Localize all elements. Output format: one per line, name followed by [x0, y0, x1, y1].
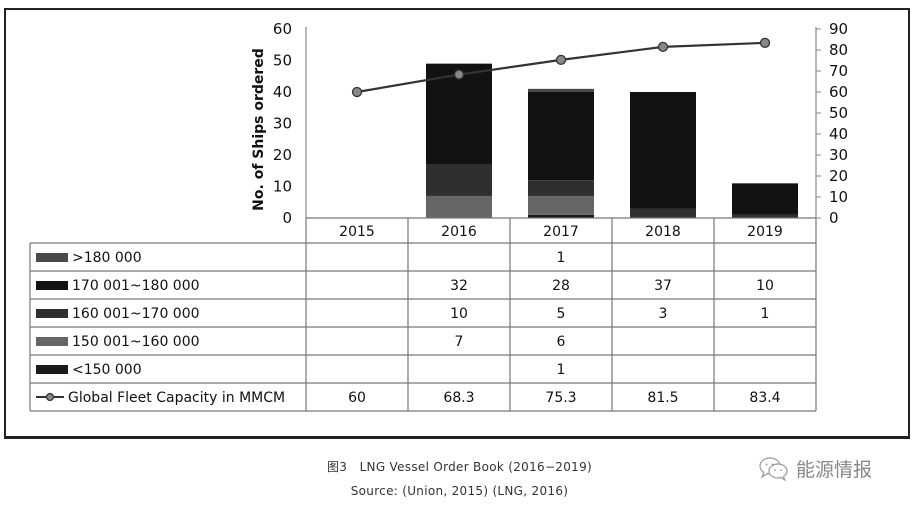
- x-tick-label: 2016: [441, 224, 477, 240]
- table-cell: 83.4: [749, 390, 780, 406]
- bar-segment: [528, 92, 594, 181]
- bar-segment: [426, 195, 492, 218]
- y-tick-label: 20: [273, 146, 292, 164]
- y2-tick-label: 10: [829, 188, 848, 206]
- table-cell: 37: [654, 278, 672, 294]
- line-marker: [759, 37, 771, 49]
- table-cell: 3: [659, 306, 668, 322]
- table-cell: 6: [557, 334, 566, 350]
- legend-swatch: [36, 281, 68, 290]
- legend-label: >180 000: [72, 250, 142, 266]
- figure-caption: 图3 LNG Vessel Order Book (2016−2019): [0, 458, 919, 475]
- x-tick-label: 2018: [645, 224, 681, 240]
- y2-tick-label: 90: [829, 20, 848, 38]
- legend-swatch: [36, 253, 68, 262]
- line-marker: [657, 41, 669, 52]
- y2-tick-label: 20: [829, 167, 848, 185]
- y-tick-label: 10: [273, 178, 292, 196]
- y2-tick-label: 40: [829, 125, 848, 143]
- y2-tick-label: 30: [829, 146, 848, 164]
- y-tick-label: 30: [273, 115, 292, 133]
- figure-title: LNG Vessel Order Book (2016−2019): [359, 460, 593, 474]
- bar-segment: [630, 208, 696, 218]
- y2-tick-label: 80: [829, 41, 848, 59]
- table-cell: 10: [756, 278, 774, 294]
- wechat-icon: [758, 456, 790, 482]
- legend-label: 160 001~170 000: [72, 306, 200, 322]
- y2-tick-label: 50: [829, 104, 848, 122]
- y-tick-label: 60: [273, 20, 292, 38]
- bar-segment: [426, 63, 492, 165]
- table-cell: 1: [557, 250, 566, 266]
- y2-tick-label: 0: [829, 209, 839, 227]
- table-cell: 7: [455, 334, 464, 350]
- bar-segment: [528, 180, 594, 196]
- watermark: 能源情报: [758, 455, 872, 482]
- x-tick-label: 2015: [339, 224, 375, 240]
- table-cell: 28: [552, 278, 570, 294]
- legend-swatch: [36, 309, 68, 318]
- legend-label: 170 001~180 000: [72, 278, 200, 294]
- legend-swatch: [36, 337, 68, 346]
- y-axis-title: No. of Ships ordered: [251, 48, 267, 211]
- watermark-text: 能源情报: [796, 459, 873, 481]
- y-tick-label: 0: [282, 209, 292, 227]
- table-cell: 1: [557, 362, 566, 378]
- table-cell: 10: [450, 306, 468, 322]
- bar-segment: [732, 214, 798, 218]
- table-cell: 32: [450, 278, 468, 294]
- figure-label: 图3: [326, 460, 348, 474]
- bar-segment: [426, 164, 492, 196]
- bar-segment: [528, 195, 594, 215]
- legend-swatch: [36, 365, 68, 374]
- y2-tick-label: 60: [829, 83, 848, 101]
- table-cell: 5: [557, 306, 566, 322]
- bar-segment: [528, 88, 594, 92]
- legend-label: Global Fleet Capacity in MMCM: [68, 390, 285, 406]
- x-tick-label: 2017: [543, 224, 579, 240]
- y2-tick-label: 70: [829, 62, 848, 80]
- table-cell: 68.3: [443, 390, 474, 406]
- chart: 0 10 20 30 40 50 60 No. of Ships ordered 0 10 20 30…: [29, 20, 848, 412]
- legend-label: <150 000: [72, 362, 142, 378]
- table-cell: 75.3: [545, 390, 576, 406]
- legend-marker-swatch: [45, 392, 55, 402]
- line-marker: [453, 69, 465, 80]
- legend-label: 150 001~160 000: [72, 334, 200, 350]
- x-tick-label: 2019: [747, 224, 783, 240]
- bar-segment: [528, 214, 594, 218]
- figure-source: Source: (Union, 2015) (LNG, 2016): [350, 484, 569, 498]
- table-cell: 81.5: [647, 390, 678, 406]
- bar-segment: [630, 92, 696, 209]
- table-cell: 60: [348, 390, 366, 406]
- line-global-fleet-capacity: [356, 41, 766, 94]
- table-cell: 1: [761, 306, 770, 322]
- line-marker: [555, 54, 567, 66]
- y-tick-label: 50: [273, 52, 292, 70]
- line-marker: [351, 86, 363, 98]
- y-tick-label: 40: [273, 83, 292, 101]
- bar-segment: [732, 183, 798, 215]
